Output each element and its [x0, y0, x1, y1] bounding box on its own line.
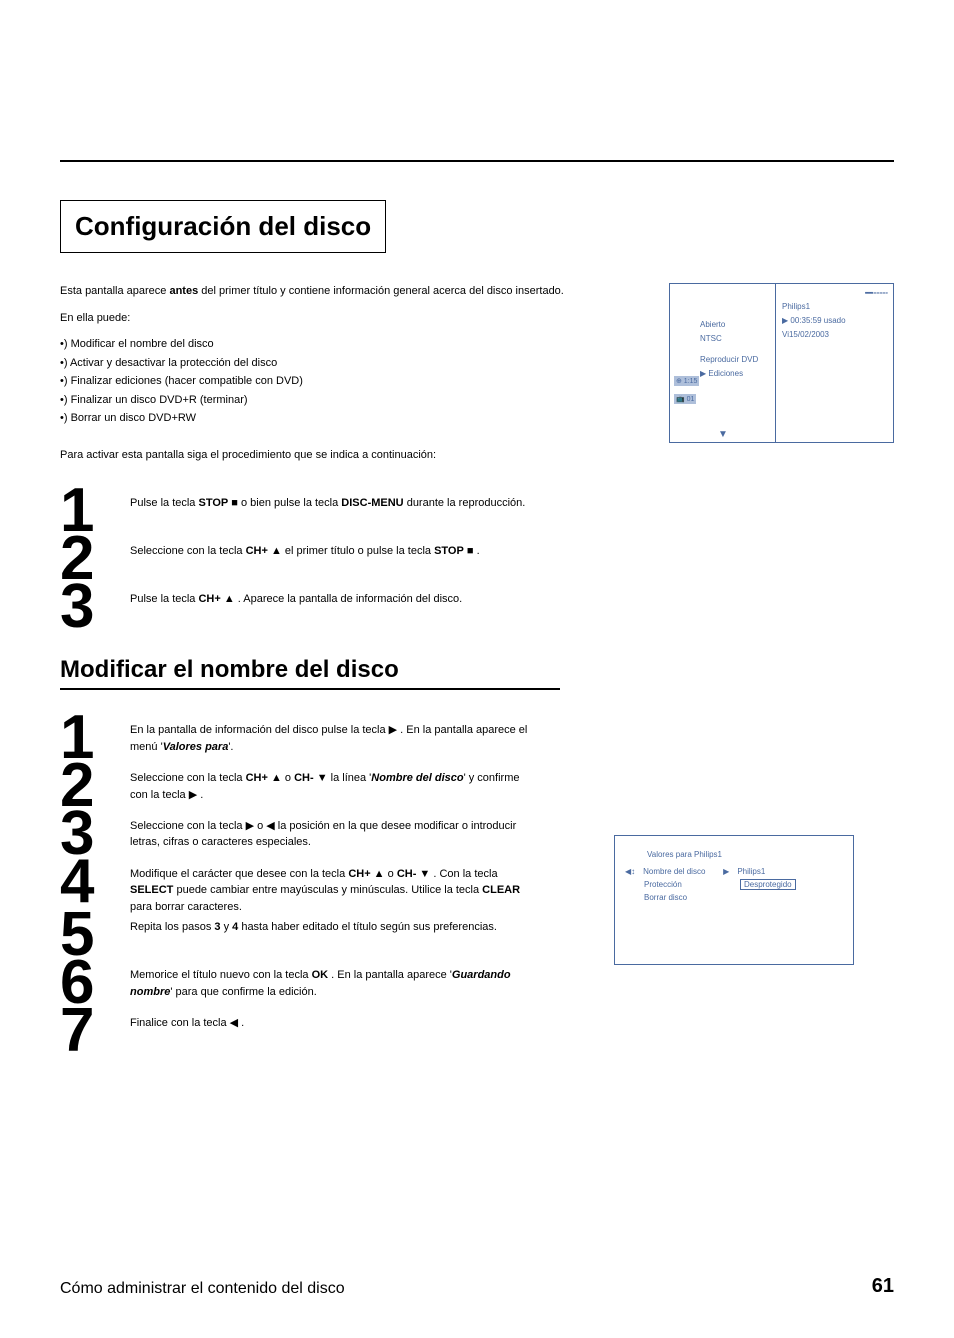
step-text: Pulse la tecla STOP ■ o bien pulse la te…	[130, 483, 525, 512]
screen-right-col: ▪▪▪▪▪▫▫▫▫▫▫▫▫▫▫ Philips1 ▶ 00:35:59 usad…	[776, 284, 893, 350]
screen2-label: Borrar disco	[644, 893, 687, 902]
step-text: Seleccione con la tecla CH+ ▲ el primer …	[130, 531, 480, 560]
screen2-row: ◀↕ Nombre del disco ▶ Philips1	[625, 867, 843, 876]
screen-label: ▶ Ediciones	[700, 369, 769, 378]
arrow-right-icon: ▶	[723, 867, 729, 876]
list-item: •) Finalizar un disco DVD+R (terminar)	[60, 392, 639, 409]
step-text: Finalice con la tecla ◀ .	[130, 1003, 244, 1032]
screen2-header: Valores para Philips1	[647, 850, 843, 859]
intro-row: Esta pantalla aparece antes del primer t…	[60, 283, 894, 473]
screen2-row: Protección Desprotegido	[625, 879, 843, 890]
section2-title: Modificar el nombre del disco	[60, 656, 560, 690]
screen2-row: Borrar disco	[625, 893, 843, 902]
list-item: •) Borrar un disco DVD+RW	[60, 410, 639, 427]
timecode-icon: ⊕ 1:15	[674, 376, 699, 386]
step: 7 Finalice con la tecla ◀ .	[60, 1003, 894, 1059]
steps-group-1: 1 Pulse la tecla STOP ■ o bien pulse la …	[60, 483, 894, 634]
step-text: Pulse la tecla CH+ ▲ . Aparece la pantal…	[130, 579, 462, 608]
step: 3 Pulse la tecla CH+ ▲ . Aparece la pant…	[60, 579, 894, 635]
footer-text: Cómo administrar el contenido del disco	[60, 1280, 345, 1298]
step-text: Seleccione con la tecla CH+ ▲ o CH- ▼ la…	[130, 758, 540, 803]
step-text: Seleccione con la tecla ▶ o ◀ la posició…	[130, 806, 540, 851]
step-text: Memorice el título nuevo con la tecla OK…	[130, 955, 540, 1000]
screen2-value: Philips1	[737, 867, 765, 876]
nav-arrows-icon: ◀↕	[625, 867, 635, 876]
screen-label: NTSC	[700, 334, 769, 343]
screen-label: Vi15/02/2003	[782, 330, 887, 339]
intro-para: Esta pantalla aparece antes del primer t…	[60, 283, 639, 300]
arrow-down-icon: ▼	[718, 429, 728, 440]
step-text: Modifique el carácter que desee con la t…	[130, 854, 540, 916]
top-rule	[60, 160, 894, 162]
screen-label: Abierto	[700, 320, 769, 329]
screen-label: ▶ 00:35:59 usado	[782, 316, 887, 325]
screen-label: Reproducir DVD	[700, 355, 769, 364]
activate-para: Para activar esta pantalla siga el proce…	[60, 447, 639, 464]
screen2-value: Desprotegido	[740, 879, 796, 890]
step-number: 3	[60, 579, 110, 635]
intro-text: Esta pantalla aparece antes del primer t…	[60, 283, 639, 473]
list-item: •) Modificar el nombre del disco	[60, 336, 639, 353]
screen2-label: Protección	[644, 880, 716, 889]
intro-lead: En ella puede:	[60, 310, 639, 327]
section-title-box: Configuración del disco	[60, 200, 386, 253]
step-text: En la pantalla de información del disco …	[130, 710, 540, 755]
step-number: 7	[60, 1003, 110, 1059]
section-title: Configuración del disco	[75, 211, 371, 242]
screen-left-col: Abierto NTSC Reproducir DVD ▶ Ediciones …	[670, 284, 776, 442]
footer-page-number: 61	[872, 1275, 894, 1298]
antenna-icon: 📺 01	[674, 394, 696, 404]
screen2-label: Nombre del disco	[643, 867, 715, 876]
disc-usage-dots: ▪▪▪▪▪▫▫▫▫▫▫▫▫▫▫	[865, 290, 887, 297]
values-screen: Valores para Philips1 ◀↕ Nombre del disc…	[614, 835, 854, 965]
list-item: •) Finalizar ediciones (hacer compatible…	[60, 373, 639, 390]
page-footer: Cómo administrar el contenido del disco …	[60, 1275, 894, 1298]
disc-info-screen: Abierto NTSC Reproducir DVD ▶ Ediciones …	[669, 283, 894, 443]
step-text: Repita los pasos 3 y 4 hasta haber edita…	[130, 907, 497, 936]
screen-label: Philips1	[782, 302, 887, 311]
bullet-list: •) Modificar el nombre del disco •) Acti…	[60, 336, 639, 427]
list-item: •) Activar y desactivar la protección de…	[60, 355, 639, 372]
